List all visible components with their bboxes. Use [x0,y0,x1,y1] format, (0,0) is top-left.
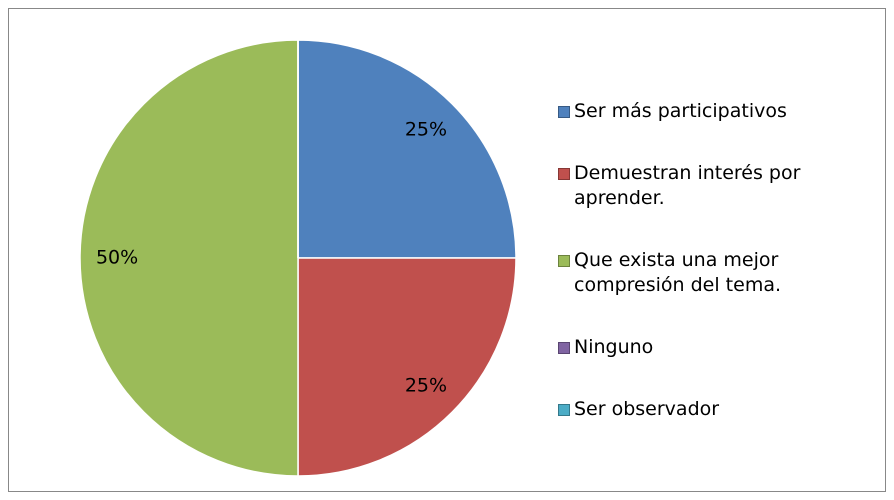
legend-label: Ser observador [574,397,720,420]
legend-item: Ser más participativos [558,99,884,124]
legend-swatch [558,403,570,416]
legend-swatch [558,341,570,354]
legend-swatch [558,105,570,118]
legend-item: Ninguno [558,335,884,360]
legend-item: Ser observador [558,397,884,422]
pie-slice [79,39,299,477]
pie-slice [297,39,517,259]
legend: Ser más participativos Demuestran interés… [558,80,884,440]
data-label: 25% [405,119,447,141]
legend-label: Ninguno [574,335,654,358]
legend-swatch [558,254,570,267]
legend-item: Que exista una mejor compresión del tema… [558,248,884,298]
legend-label: Que exista una mejor compresión del tema… [574,248,782,296]
legend-swatch [558,167,570,180]
legend-label: Demuestran interés por aprender. [574,161,801,209]
pie-slice [297,257,517,477]
legend-item: Demuestran interés por aprender. [558,161,884,211]
data-label: 25% [405,374,447,396]
legend-label: Ser más participativos [574,99,787,122]
data-label: 50% [96,247,138,269]
